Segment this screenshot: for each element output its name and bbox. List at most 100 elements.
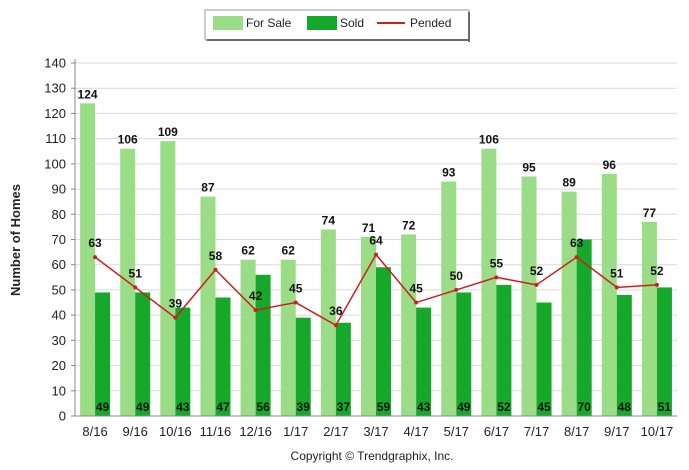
data-label-sold: 59: [377, 400, 391, 414]
point-pended: [414, 300, 419, 305]
x-axis-ticks: 8/16 9/16 10/16 11/16 12/16 1/17 2/17 3/17 4/17 5…: [82, 424, 673, 439]
legend-swatch-for-sale: [213, 16, 243, 30]
data-label-sold: 48: [618, 400, 632, 414]
point-pended: [374, 252, 378, 257]
bar-sold: [456, 292, 472, 416]
data-label-for-sale: 124: [78, 87, 98, 101]
point-pended: [133, 285, 138, 290]
bar-for-sale: [320, 229, 336, 416]
x-tick-label: 8/17: [564, 424, 589, 439]
data-label-for-sale: 72: [402, 218, 416, 232]
point-pended: [494, 275, 499, 280]
bar-sold: [135, 292, 151, 416]
y-tick-label: 100: [44, 156, 66, 171]
point-pended: [213, 267, 218, 272]
bar-sold: [175, 307, 191, 416]
data-label-for-sale: 96: [603, 158, 617, 172]
data-label-sold: 37: [337, 400, 351, 414]
data-label-sold: 52: [497, 400, 511, 414]
legend: For Sale Sold Pended: [204, 9, 470, 42]
data-label-pended: 51: [129, 266, 143, 280]
data-label-pended: 52: [530, 264, 544, 278]
data-label-sold: 56: [256, 400, 270, 414]
bar-sold: [215, 297, 231, 416]
data-label-sold: 47: [216, 400, 230, 414]
legend-frame-shadow-bottom: [207, 39, 470, 41]
bar-for-sale: [641, 221, 657, 416]
data-label-for-sale: 87: [201, 181, 215, 195]
x-tick-label: 3/17: [363, 424, 388, 439]
y-tick-label: 70: [52, 232, 66, 247]
data-label-for-sale: 89: [562, 176, 576, 190]
y-tick-label: 80: [52, 207, 66, 222]
pended-line: [93, 252, 659, 328]
legend-frame-shadow: [468, 12, 470, 42]
bar-for-sale: [401, 234, 417, 416]
data-label-sold: 45: [537, 400, 551, 414]
bar-sold: [295, 317, 311, 416]
y-tick-label: 110: [45, 131, 66, 146]
bar-for-sale: [280, 259, 296, 416]
data-label-sold: 51: [658, 400, 672, 414]
data-label-for-sale: 109: [158, 125, 178, 139]
x-tick-label: 1/17: [283, 424, 308, 439]
point-pended: [253, 308, 258, 313]
data-label-sold: 43: [417, 400, 431, 414]
data-label-pended: 58: [209, 249, 223, 263]
bar-for-sale: [240, 259, 256, 416]
data-label-for-sale: 62: [282, 244, 296, 258]
bar-sold: [335, 322, 351, 416]
bar-for-sale: [160, 141, 176, 416]
y-tick-label: 30: [52, 333, 66, 348]
data-label-sold: 49: [136, 400, 150, 414]
point-pended: [614, 285, 619, 290]
y-tick-label: 140: [44, 56, 66, 71]
y-tick-label: 10: [52, 383, 66, 398]
data-label-pended: 39: [169, 297, 183, 311]
data-label-for-sale: 62: [241, 244, 255, 258]
bar-sold: [656, 287, 672, 416]
data-label-pended: 36: [329, 304, 343, 318]
x-tick-label: 11/16: [200, 424, 232, 439]
bar-sold: [416, 307, 432, 416]
copyright-text: Copyright © Trendgraphix, Inc.: [291, 449, 454, 463]
point-pended: [534, 282, 539, 287]
x-tick-label: 9/16: [123, 424, 148, 439]
bar-for-sale: [481, 148, 497, 416]
data-label-pended: 55: [490, 256, 504, 270]
y-tick-label: 90: [52, 182, 66, 197]
x-tick-label: 4/17: [403, 424, 428, 439]
data-label-sold: 49: [457, 400, 471, 414]
bar-sold: [536, 302, 552, 416]
legend-label-for-sale: For Sale: [246, 16, 292, 30]
bar-sold: [496, 284, 512, 416]
x-tick-label: 2/17: [323, 424, 348, 439]
point-pended: [654, 282, 659, 287]
point-pended: [454, 287, 459, 292]
bar-for-sale: [441, 181, 457, 416]
y-tick-label: 20: [52, 358, 66, 373]
bars: [80, 103, 672, 416]
data-label-for-sale: 106: [118, 133, 138, 147]
data-label-sold: 39: [297, 400, 311, 414]
point-pended: [574, 255, 579, 260]
data-label-for-sale: 106: [479, 133, 499, 147]
bar-for-sale: [200, 196, 216, 416]
x-tick-label: 12/16: [239, 424, 272, 439]
bar-for-sale: [521, 176, 537, 416]
data-label-pended: 45: [409, 282, 423, 296]
data-label-pended: 50: [450, 269, 464, 283]
x-tick-label: 7/17: [524, 424, 549, 439]
y-axis-ticks: 0 10 20 30 40 50 60 70 80 90 100 110 120 130 140: [44, 56, 75, 424]
x-tick-label: 10/17: [641, 424, 674, 439]
data-label-for-sale: 95: [522, 160, 536, 174]
bar-for-sale: [80, 103, 96, 416]
y-tick-label: 0: [59, 409, 66, 424]
y-tick-label: 130: [44, 81, 66, 96]
data-label-sold: 49: [96, 400, 110, 414]
x-tick-label: 5/17: [444, 424, 469, 439]
bar-sold: [95, 292, 111, 416]
bar-sold: [576, 239, 592, 416]
data-label-sold: 43: [176, 400, 190, 414]
